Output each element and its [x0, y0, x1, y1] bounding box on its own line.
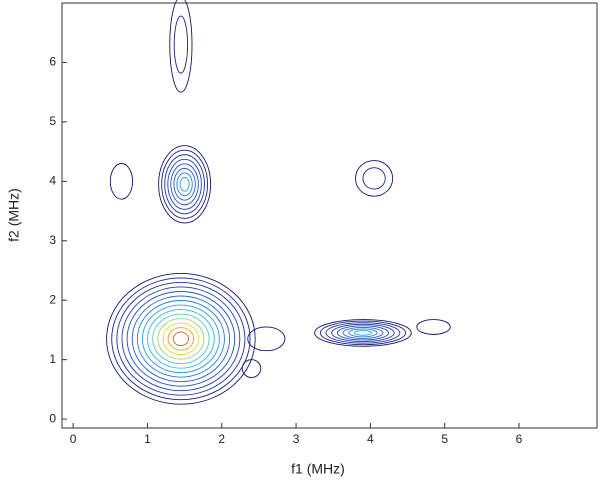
contour-line: [325, 322, 401, 344]
contour-line: [161, 149, 209, 219]
contour-line: [121, 286, 241, 392]
x-tick-label: 0: [70, 432, 77, 446]
y-axis-title: f2 (MHz): [6, 188, 22, 242]
contour-line: [336, 325, 389, 341]
contour-line: [142, 304, 220, 374]
contour-line: [167, 158, 202, 210]
plot-frame: [61, 2, 598, 429]
x-tick-label: 4: [367, 432, 374, 446]
x-tick-label: 1: [144, 432, 151, 446]
contour-line: [241, 359, 262, 378]
y-tick-label: 5: [49, 114, 56, 128]
contour-line: [331, 323, 395, 342]
contour-line: [111, 277, 251, 401]
contour-line: [162, 322, 200, 356]
y-tick-label: 6: [49, 55, 56, 69]
contour-line: [157, 318, 205, 360]
contour-line: [152, 313, 210, 365]
x-tick-label: 2: [218, 432, 225, 446]
contour-line: [136, 300, 225, 378]
x-tick-label: 6: [516, 432, 523, 446]
contour-line: [126, 291, 236, 387]
contour-line: [169, 0, 193, 93]
contour-line: [353, 330, 372, 336]
contour-line: [173, 167, 196, 201]
y-tick-label: 1: [49, 352, 56, 366]
contour-line: [147, 309, 215, 369]
contour-line: [416, 319, 451, 335]
contour-line: [348, 328, 378, 338]
contour-line: [342, 326, 384, 339]
y-tick-label: 0: [49, 411, 56, 425]
contour-line: [164, 154, 205, 215]
contour-line: [167, 327, 195, 351]
contour-line: [314, 319, 412, 347]
contour-line: [109, 163, 134, 200]
y-tick-label: 2: [49, 292, 56, 306]
contour-line: [247, 326, 286, 352]
contour-line: [176, 172, 193, 197]
x-axis-title: f1 (MHz): [291, 461, 345, 477]
x-tick-label: 5: [441, 432, 448, 446]
contour-line: [116, 282, 246, 396]
contour-line: [173, 15, 189, 74]
x-tick-label: 3: [293, 432, 300, 446]
contour-line: [355, 160, 394, 197]
contour-line: [362, 167, 386, 190]
y-tick-label: 3: [49, 233, 56, 247]
contour-line: [106, 273, 256, 405]
contour-line: [319, 320, 407, 346]
contour-line: [172, 331, 190, 347]
y-tick-label: 4: [49, 173, 56, 187]
contour-line: [158, 145, 212, 224]
contour-line: [131, 295, 231, 383]
contour-line: [170, 163, 199, 206]
contour-line: [179, 177, 190, 192]
